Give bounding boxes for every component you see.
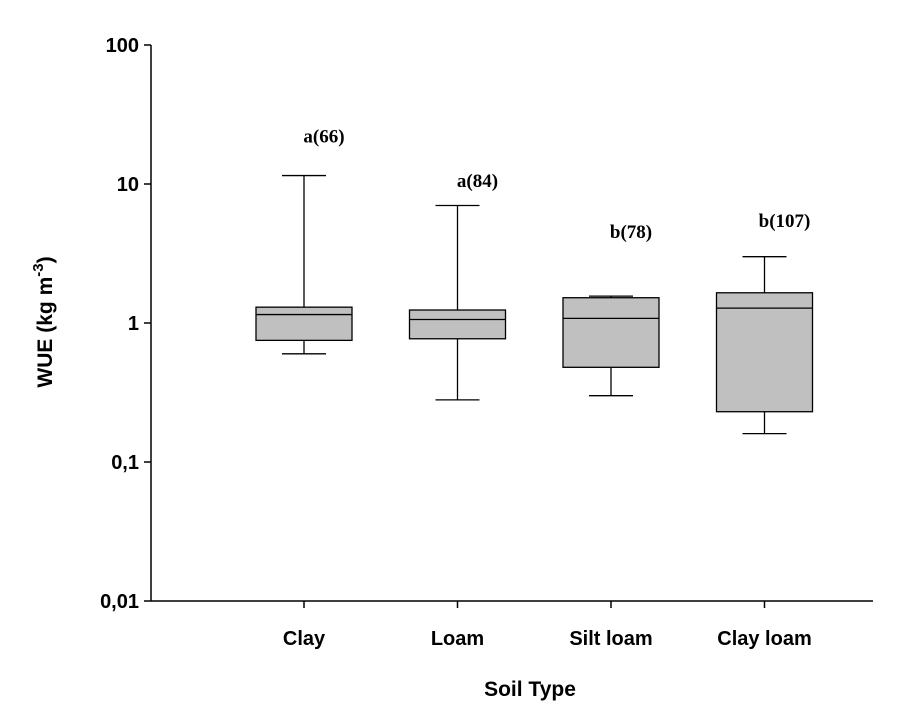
box-iqr (255, 306, 353, 342)
y-axis-title-superscript: -3 (30, 263, 47, 276)
y-tick-label: 100 (106, 35, 139, 57)
x-tick-label: Loam (431, 628, 484, 650)
y-axis: 0,01 0,1 1 10 100 (100, 35, 152, 613)
x-tick-label: Silt loam (569, 628, 652, 650)
box-iqr (408, 309, 507, 340)
box-loam: a(84) (408, 171, 507, 401)
x-tick-label: Clay loam (717, 628, 811, 650)
x-tick-label: Clay (283, 628, 326, 650)
group-annotation: b(78) (610, 222, 652, 243)
y-tick-label: 0,01 (100, 591, 139, 613)
y-tick-label: 0,1 (111, 452, 139, 474)
y-tick-label: 10 (117, 174, 139, 196)
y-axis-title: WUE (kg m-3) (30, 256, 57, 387)
box-clay-loam: b(107) (715, 211, 814, 435)
y-tick-label: 1 (128, 313, 139, 335)
x-axis: Clay Loam Silt loam Clay loam (151, 600, 873, 650)
group-annotation: b(107) (759, 211, 811, 232)
box-clay: a(66) (255, 126, 353, 355)
box-iqr (562, 297, 660, 368)
y-axis-title-main: WUE (kg m (34, 277, 57, 388)
box-iqr (715, 292, 814, 413)
box-silt-loam: b(78) (562, 222, 660, 397)
group-annotation: a(66) (303, 126, 344, 147)
y-axis-title-close: ) (34, 256, 57, 263)
group-annotation: a(84) (457, 171, 498, 192)
box-series: a(66) a(84) b(78) b(107) (255, 126, 814, 435)
x-axis-title: Soil Type (484, 678, 576, 701)
